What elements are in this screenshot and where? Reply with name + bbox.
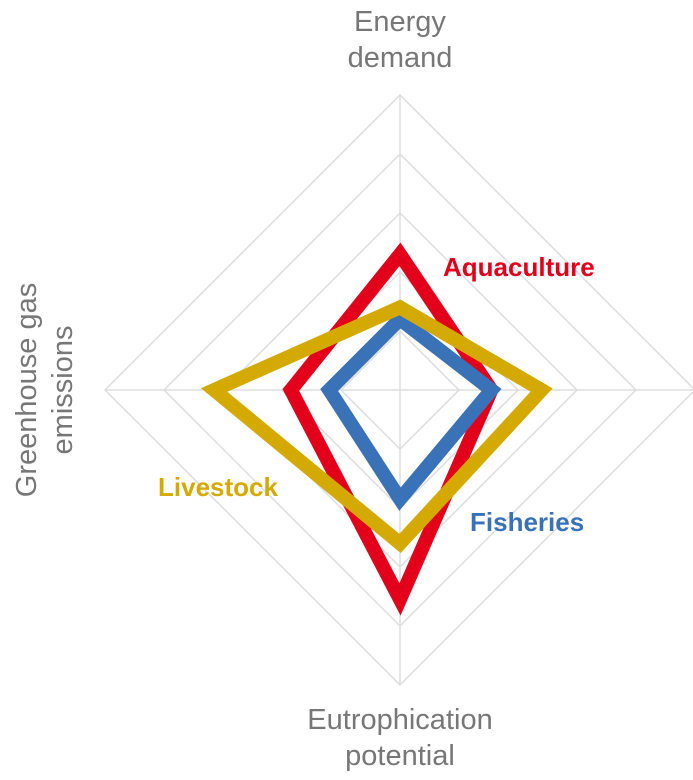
series-label: Fisheries (470, 507, 585, 537)
series-label: Livestock (158, 472, 278, 502)
series-label: Aquaculture (443, 252, 595, 282)
axis-label: Greenhouse gas emissions (11, 282, 79, 498)
axis-label: Eutrophication potential (307, 704, 493, 772)
axis-label: Energy demand (347, 6, 453, 74)
series-polygon (320, 309, 502, 511)
series-polygon (200, 299, 553, 554)
